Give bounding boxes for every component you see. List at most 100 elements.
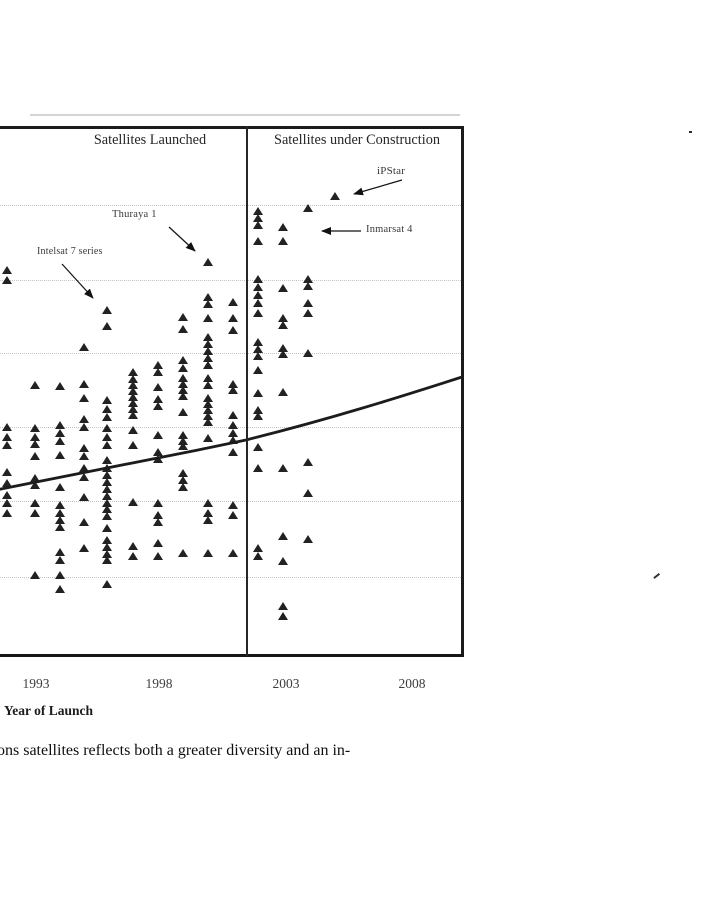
data-point-triangle [102, 492, 112, 500]
speck-dot [689, 131, 692, 133]
data-point-triangle [278, 284, 288, 292]
data-point-triangle [153, 361, 163, 369]
data-point-triangle [253, 299, 263, 307]
data-point-triangle [128, 552, 138, 560]
data-point-triangle [278, 314, 288, 322]
data-point-triangle [330, 192, 340, 200]
data-point-triangle [253, 544, 263, 552]
data-point-triangle [303, 275, 313, 283]
data-point-triangle [55, 585, 65, 593]
data-point-triangle [178, 364, 188, 372]
data-point-triangle [102, 512, 112, 520]
gridline [0, 205, 461, 206]
x-tick-label: 2008 [398, 676, 426, 691]
data-point-triangle [128, 498, 138, 506]
data-point-triangle [79, 544, 89, 552]
data-point-triangle [79, 343, 89, 351]
data-point-triangle [303, 299, 313, 307]
annotation-label: Thuraya 1 [112, 209, 157, 220]
data-point-triangle [278, 223, 288, 231]
data-point-triangle [203, 347, 213, 355]
data-point-triangle [30, 499, 40, 507]
caption-text-fragment: ons satellites reflects both a greater d… [0, 742, 351, 759]
plot-bottom-border [0, 654, 464, 657]
data-point-triangle [2, 499, 12, 507]
data-point-triangle [228, 298, 238, 306]
data-point-triangle [278, 321, 288, 329]
data-point-triangle [102, 499, 112, 507]
data-point-triangle [278, 237, 288, 245]
data-point-triangle [2, 276, 12, 284]
panel-title-launched: Satellites Launched [93, 132, 207, 148]
annotation-label: Intelsat 7 series [37, 246, 103, 257]
data-point-triangle [303, 309, 313, 317]
satellite-scatter-figure: Satellites Launched Satellites under Con… [0, 114, 464, 718]
data-point-triangle [203, 300, 213, 308]
gridline [0, 353, 461, 354]
data-point-triangle [30, 571, 40, 579]
data-point-triangle [55, 548, 65, 556]
data-point-triangle [153, 368, 163, 376]
x-tick-label: 1998 [145, 676, 173, 691]
data-point-triangle [278, 612, 288, 620]
data-point-triangle [253, 237, 263, 245]
data-point-triangle [79, 493, 89, 501]
data-point-triangle [55, 516, 65, 524]
data-point-triangle [102, 505, 112, 513]
data-point-triangle [55, 571, 65, 579]
data-point-triangle [178, 313, 188, 321]
data-point-triangle [253, 309, 263, 317]
data-point-triangle [203, 333, 213, 341]
data-point-triangle [55, 509, 65, 517]
x-axis-label: Year of Launch [4, 703, 94, 718]
data-point-triangle [2, 266, 12, 274]
data-point-triangle [203, 499, 213, 507]
data-point-triangle [2, 491, 12, 499]
gridline [0, 280, 461, 281]
data-point-triangle [153, 499, 163, 507]
data-point-triangle [253, 291, 263, 299]
data-point-triangle [203, 361, 213, 369]
data-point-triangle [228, 326, 238, 334]
data-point-triangle [203, 354, 213, 362]
data-point-triangle [253, 214, 263, 222]
gridline [0, 577, 461, 578]
data-point-triangle [178, 549, 188, 557]
data-point-triangle [303, 204, 313, 212]
plot-right-border [461, 126, 464, 657]
data-point-triangle [278, 344, 288, 352]
data-point-triangle [102, 550, 112, 558]
data-point-triangle [102, 556, 112, 564]
data-point-triangle [128, 368, 138, 376]
panel-divider-line [246, 126, 248, 656]
data-point-triangle [178, 325, 188, 333]
data-point-triangle [228, 501, 238, 509]
panel-title-under-construction: Satellites under Construction [274, 132, 440, 148]
data-point-triangle [203, 314, 213, 322]
data-point-triangle [278, 602, 288, 610]
data-point-triangle [278, 350, 288, 358]
data-point-triangle [203, 340, 213, 348]
data-point-triangle [253, 338, 263, 346]
annotation-label: iPStar [377, 165, 406, 177]
data-point-triangle [253, 221, 263, 229]
data-point-triangle [153, 539, 163, 547]
data-point-triangle [303, 282, 313, 290]
data-point-triangle [203, 516, 213, 524]
data-point-triangle [2, 509, 12, 517]
data-point-triangle [253, 207, 263, 215]
data-point-triangle [303, 489, 313, 497]
data-point-triangle [102, 580, 112, 588]
data-point-triangle [278, 557, 288, 565]
data-point-triangle [153, 511, 163, 519]
data-point-triangle [153, 518, 163, 526]
data-point-triangle [55, 523, 65, 531]
x-tick-label: 1993 [22, 676, 50, 691]
data-point-triangle [253, 352, 263, 360]
data-point-triangle [203, 549, 213, 557]
annotation-and-tick-layer: Intelsat 7 series Thuraya 1 iPStar Inmarsat… [22, 165, 426, 691]
data-point-triangle [228, 511, 238, 519]
data-point-triangle [203, 293, 213, 301]
data-point-triangle [203, 258, 213, 266]
